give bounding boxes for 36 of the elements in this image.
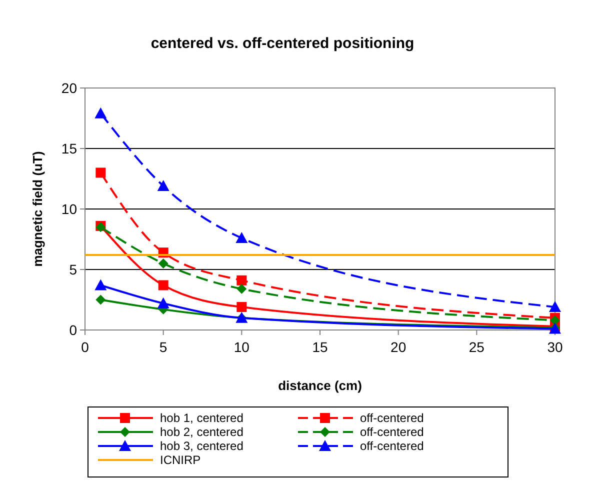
chart-title: centered vs. off-centered positioning — [150, 35, 414, 52]
point — [236, 284, 247, 294]
point — [158, 280, 168, 290]
legend-label: off-centered — [360, 439, 424, 453]
x-tick-label: 10 — [234, 339, 250, 355]
y-tick-label: 5 — [69, 262, 78, 278]
point — [94, 107, 107, 118]
x-tick-label: 5 — [159, 339, 168, 355]
y-tick-label: 20 — [61, 80, 78, 96]
point — [157, 180, 170, 192]
legend-label: off-centered — [360, 411, 424, 425]
legend-label: hob 1, centered — [160, 411, 244, 425]
x-tick-label: 20 — [390, 339, 406, 355]
x-tick-label: 30 — [547, 339, 563, 355]
point — [158, 258, 168, 268]
point — [157, 297, 170, 308]
y-axis-title: magnetic field (uT) — [30, 151, 45, 267]
point — [550, 315, 560, 326]
x-axis-title: distance (cm) — [278, 378, 362, 393]
point — [236, 302, 247, 312]
legend-label: hob 2, centered — [160, 425, 244, 439]
y-tick-label: 15 — [61, 140, 78, 156]
point — [94, 279, 107, 290]
point — [236, 275, 247, 286]
point — [236, 232, 248, 244]
point — [96, 294, 106, 305]
point — [96, 168, 106, 178]
point — [549, 301, 561, 312]
x-tick-label: 0 — [81, 339, 90, 355]
x-tick-label: 15 — [312, 339, 328, 355]
y-tick-label: 10 — [61, 201, 78, 217]
legend-label: ICNIRP — [160, 453, 201, 467]
y-tick-label: 0 — [69, 322, 78, 338]
legend-label: hob 3, centered — [160, 439, 244, 453]
x-tick-label: 25 — [468, 339, 485, 355]
legend-label: off-centered — [360, 425, 424, 439]
